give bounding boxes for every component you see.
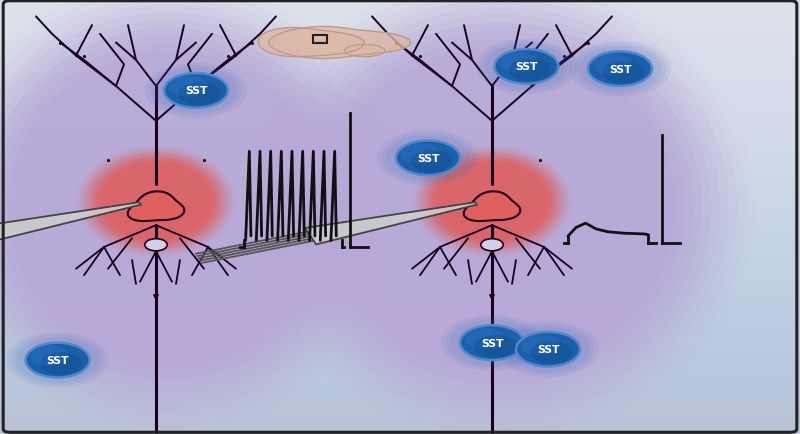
Ellipse shape: [415, 148, 569, 256]
Ellipse shape: [298, 23, 702, 393]
Circle shape: [475, 39, 578, 95]
Polygon shape: [464, 192, 520, 221]
Ellipse shape: [0, 0, 384, 419]
Circle shape: [154, 69, 238, 114]
Ellipse shape: [93, 158, 219, 246]
Circle shape: [178, 83, 220, 106]
Ellipse shape: [100, 163, 212, 241]
Ellipse shape: [436, 163, 548, 241]
Circle shape: [169, 76, 207, 97]
Circle shape: [40, 352, 82, 375]
Circle shape: [460, 326, 524, 360]
Circle shape: [521, 335, 559, 355]
Circle shape: [516, 332, 580, 367]
Circle shape: [481, 239, 503, 251]
Circle shape: [480, 42, 573, 92]
Circle shape: [588, 52, 652, 87]
Circle shape: [377, 131, 479, 186]
Ellipse shape: [75, 146, 237, 258]
Polygon shape: [128, 192, 184, 221]
Circle shape: [145, 63, 247, 119]
Ellipse shape: [422, 153, 562, 250]
Text: SST: SST: [515, 62, 538, 72]
Ellipse shape: [8, 52, 328, 365]
Ellipse shape: [280, 7, 720, 409]
Ellipse shape: [254, 0, 746, 433]
Circle shape: [509, 59, 550, 82]
Ellipse shape: [0, 13, 368, 404]
Circle shape: [396, 141, 460, 176]
Circle shape: [497, 322, 599, 377]
Circle shape: [530, 342, 572, 364]
Circle shape: [574, 44, 666, 95]
Polygon shape: [305, 203, 477, 245]
Circle shape: [401, 144, 439, 164]
Ellipse shape: [86, 153, 226, 250]
Ellipse shape: [0, 36, 344, 380]
Circle shape: [502, 324, 594, 375]
Polygon shape: [258, 29, 364, 58]
Circle shape: [593, 55, 631, 76]
Circle shape: [465, 328, 503, 349]
Polygon shape: [345, 46, 385, 58]
Ellipse shape: [0, 5, 376, 411]
Text: SST: SST: [185, 86, 207, 96]
Ellipse shape: [0, 0, 392, 427]
Ellipse shape: [271, 0, 729, 417]
Text: SST: SST: [417, 154, 439, 163]
Text: SST: SST: [609, 65, 631, 74]
Ellipse shape: [324, 48, 676, 369]
Circle shape: [569, 42, 671, 97]
Circle shape: [6, 332, 109, 388]
Circle shape: [474, 335, 516, 358]
Circle shape: [506, 327, 590, 372]
Polygon shape: [269, 27, 410, 59]
Circle shape: [499, 53, 538, 73]
Circle shape: [26, 343, 90, 378]
Ellipse shape: [411, 146, 573, 258]
Ellipse shape: [306, 32, 694, 385]
Ellipse shape: [97, 160, 215, 243]
Circle shape: [494, 50, 558, 85]
Ellipse shape: [90, 155, 222, 248]
Circle shape: [145, 239, 167, 251]
Circle shape: [485, 45, 568, 90]
Circle shape: [30, 345, 69, 366]
Circle shape: [164, 74, 228, 108]
Ellipse shape: [0, 29, 352, 388]
Polygon shape: [0, 203, 141, 245]
Ellipse shape: [0, 44, 336, 372]
Text: SST: SST: [46, 355, 69, 365]
Circle shape: [386, 136, 470, 181]
Circle shape: [16, 338, 99, 383]
Ellipse shape: [315, 39, 685, 377]
Text: SST: SST: [481, 338, 503, 348]
Circle shape: [382, 133, 474, 184]
Circle shape: [441, 315, 543, 371]
Circle shape: [450, 320, 534, 365]
Circle shape: [446, 318, 538, 368]
Circle shape: [602, 62, 644, 84]
Ellipse shape: [418, 151, 566, 253]
Ellipse shape: [426, 155, 558, 248]
Circle shape: [11, 335, 104, 385]
Circle shape: [410, 151, 452, 173]
Ellipse shape: [289, 16, 711, 401]
Ellipse shape: [262, 0, 738, 425]
Circle shape: [150, 66, 242, 116]
Bar: [313, 36, 327, 44]
Ellipse shape: [82, 151, 230, 253]
Ellipse shape: [429, 158, 555, 246]
Circle shape: [578, 47, 662, 92]
Text: SST: SST: [537, 345, 559, 354]
Ellipse shape: [433, 160, 551, 243]
Ellipse shape: [79, 148, 233, 256]
Ellipse shape: [0, 21, 360, 396]
